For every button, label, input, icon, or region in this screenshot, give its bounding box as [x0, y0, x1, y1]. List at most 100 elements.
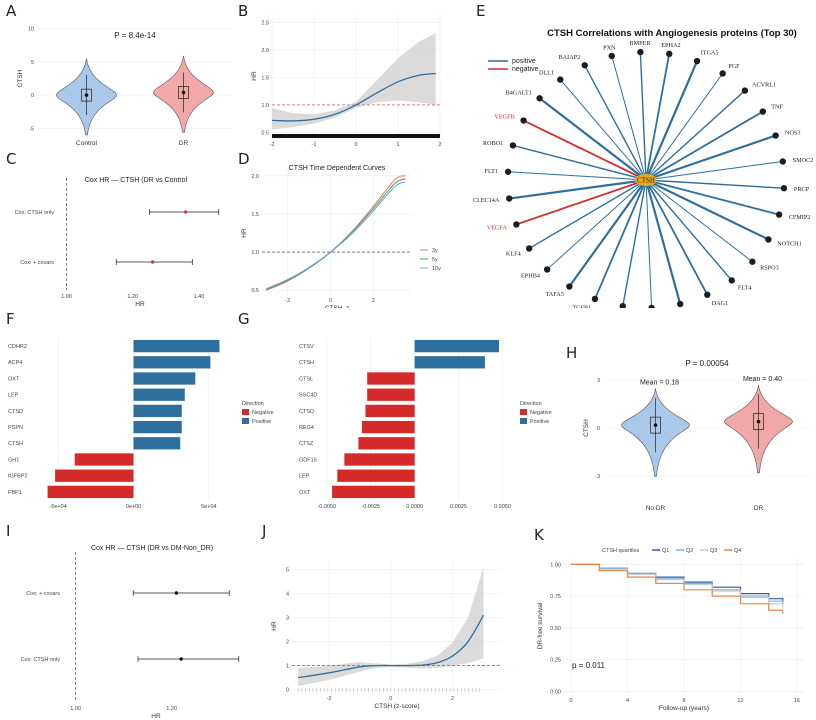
bar-pspn [133, 420, 182, 434]
y-axis-label: CTSH [583, 419, 590, 437]
row-label: Cox: + covars [20, 260, 54, 266]
category-label: OXT [299, 490, 311, 496]
x-axis-label: CTSH (z-score) [374, 703, 419, 710]
legend-label: 10y [432, 266, 441, 272]
category-label: CTSZ [299, 441, 314, 447]
violin-median-point [181, 90, 186, 95]
y-tick-label: 0.50 [550, 626, 561, 632]
node-label: BAIAP2 [559, 54, 581, 61]
node-baiap2 [581, 62, 588, 69]
chart-g-bars: -0.0050 -0.0025 0.0000 0.0025 0.0050 CTSV CTSH… [299, 338, 552, 510]
violin-median-point [84, 93, 89, 97]
edge-robo1 [512, 144, 647, 181]
x-tick-label: 0.0000 [406, 504, 423, 510]
node-vegfa [513, 221, 520, 228]
y-tick-label: 0 [31, 93, 34, 99]
y-tick-label: 2 [286, 640, 289, 646]
node-label: PRCP [794, 186, 810, 193]
y-tick-label: 0.75 [550, 594, 561, 600]
node-label: KLF4 [506, 250, 521, 257]
node-label: VEGFA [487, 225, 508, 232]
x-axis-label: HR [135, 301, 145, 308]
bar-ctsv [414, 339, 499, 353]
node-label: EPHB4 [521, 273, 540, 280]
edge-flt1 [508, 171, 647, 181]
edge-cfmip2 [645, 179, 780, 216]
legend-label: Q4 [734, 548, 741, 554]
node-tie1 [677, 300, 684, 308]
edge-tafa5 [568, 179, 647, 288]
y-tick-label: 4 [286, 592, 289, 598]
y-tick-label: 3 [597, 378, 600, 384]
bar-igfbp2 [55, 469, 134, 482]
node-vegfb [520, 117, 527, 124]
y-tick-label: 0.25 [550, 658, 561, 664]
y-tick-label: 0 [597, 426, 600, 432]
panel-letter-j: J [262, 522, 267, 540]
node-nos3 [772, 132, 779, 139]
legend-label: 3y [432, 248, 438, 254]
p-value-annotation: P = 0.00054 [685, 359, 729, 368]
panel-letter-d: D [238, 150, 250, 168]
x-tick-label: 0 [329, 298, 332, 304]
y-tick-label: 10 [28, 27, 34, 33]
legend-label: Q1 [662, 548, 669, 554]
node-label: NOTCH1 [777, 241, 801, 248]
category-label: OXT [8, 376, 20, 382]
x-tick-label: 2 [372, 298, 375, 304]
row-label: Cox: CTSH only [21, 657, 61, 663]
edge-axl [645, 179, 653, 308]
hr-curve [298, 614, 485, 679]
center-label: CTSH [637, 177, 655, 185]
x-tick-label: -2 [327, 696, 332, 702]
y-tick-label: 2.0 [261, 48, 269, 54]
edge-clec14a [509, 178, 647, 200]
node-epha2 [666, 50, 673, 58]
legend-swatch [242, 418, 249, 424]
hr-point [150, 260, 155, 264]
x-tick-label: 2 [451, 696, 454, 702]
category-label: CTSV [299, 344, 314, 350]
node-label: FLT1 [485, 168, 499, 175]
y-tick-label: 1.5 [251, 212, 259, 218]
node-cfmip2 [775, 211, 783, 218]
node-b4galt1 [536, 95, 543, 102]
node-nrp2 [619, 302, 626, 308]
node-bmper [637, 48, 644, 56]
x-tick-label: 0 [389, 696, 392, 702]
y-tick-label: -5 [29, 126, 34, 132]
node-tafa5 [566, 283, 573, 290]
x-tick-label: 1.20 [127, 294, 138, 300]
panel-letter-a: A [6, 2, 17, 20]
chart-a-violin: -5 0 5 10 CTSH Control DR P = 8.4e-14 [17, 22, 232, 147]
chart-c-forest: Cox HR — CTSH (DR vs Control Cox: CTSH on… [15, 177, 220, 308]
edge-ephb4 [546, 179, 647, 270]
violin-box [753, 413, 764, 430]
edge-pgf [645, 73, 724, 181]
legend-label: Negative [252, 410, 274, 416]
mean-label: Mean = 0.18 [640, 379, 679, 386]
edge-itga5 [644, 60, 699, 181]
x-tick-label: -0.0025 [361, 504, 380, 510]
node-label: CFMIP2 [789, 214, 811, 221]
node-itga5 [693, 57, 701, 65]
x-category-label: No DR [646, 505, 666, 512]
y-axis-label: HR [251, 71, 258, 81]
edge-acvrl1 [645, 90, 746, 181]
node-label: RSPO3 [760, 264, 779, 271]
bar-ctsl [367, 372, 415, 385]
violin-box [178, 86, 189, 99]
confidence-band [272, 33, 436, 130]
category-label: GDF15 [299, 457, 317, 463]
node-label: B4GALT1 [506, 90, 532, 97]
legend-label: Positive [530, 419, 549, 425]
edge-tnf [645, 110, 764, 181]
bar-cdhr2 [133, 339, 220, 353]
panel-letter-b: B [238, 2, 249, 20]
node-rspo3 [749, 258, 756, 265]
node-tnf [759, 108, 767, 115]
node-label: NOS3 [785, 129, 800, 136]
y-tick-label: -3 [595, 474, 600, 480]
category-label: ACP4 [8, 360, 22, 366]
